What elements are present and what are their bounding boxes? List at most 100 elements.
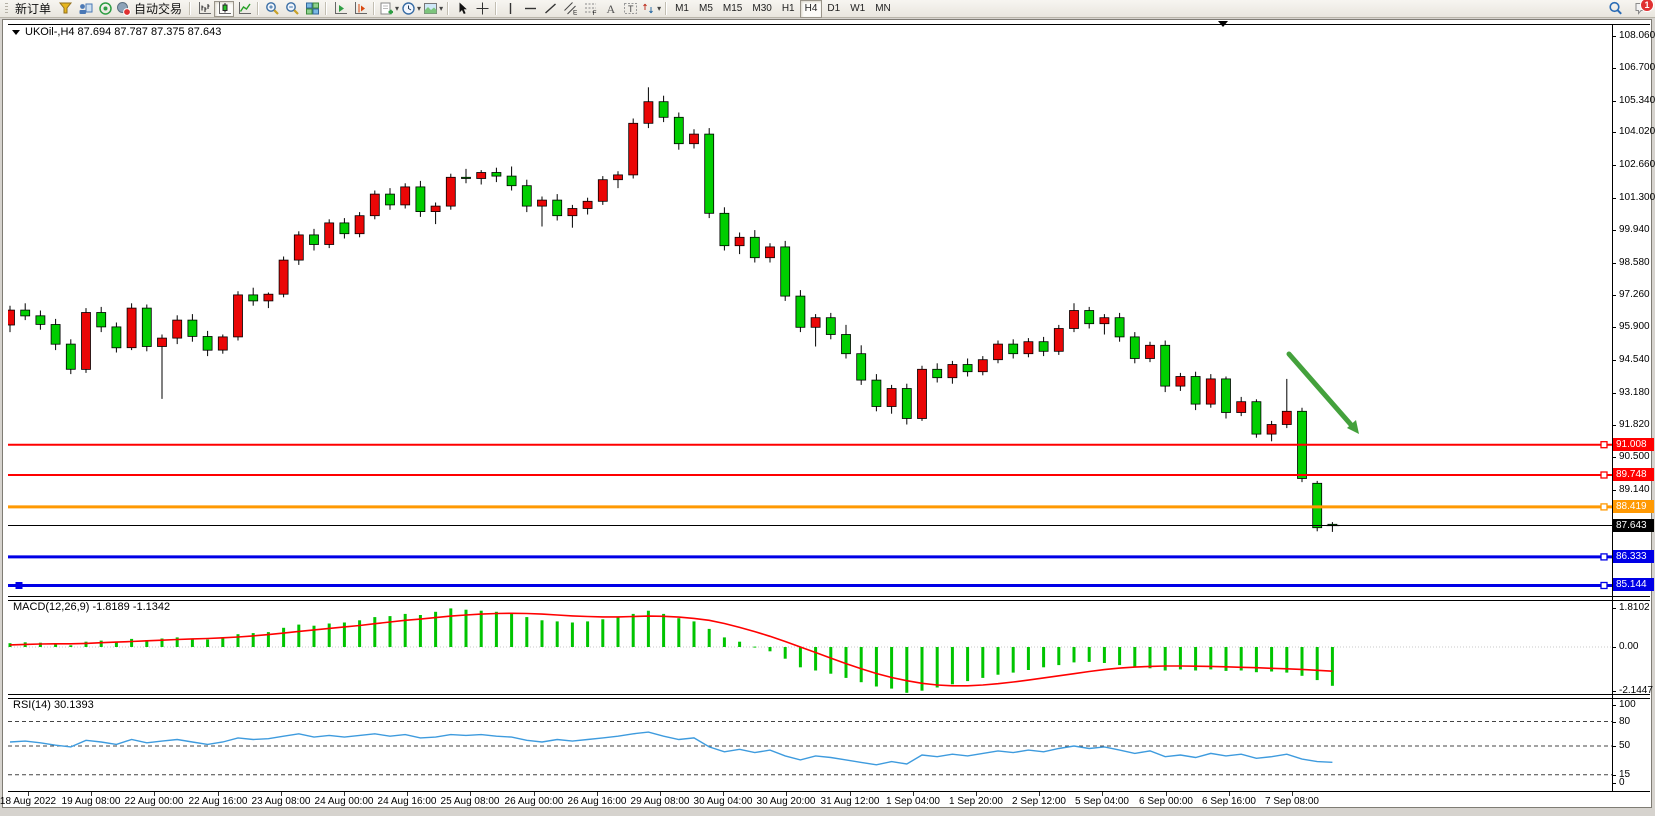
- date-label: 30 Aug 04:00: [693, 796, 753, 807]
- price-tick-label: 106.700: [1619, 62, 1655, 73]
- market-watch-icon-icon: [58, 1, 73, 16]
- toolbar-separator: [373, 2, 376, 15]
- price-tick-label: 104.020: [1619, 126, 1655, 137]
- cursor-button[interactable]: [452, 1, 472, 17]
- date-tick: [723, 792, 724, 796]
- date-label: 2 Sep 12:00: [1012, 796, 1066, 807]
- macd-panel[interactable]: [8, 599, 1612, 695]
- main-macd-separator2: [8, 600, 1650, 601]
- rsi-axis[interactable]: 100 80 50 15 0: [1612, 697, 1655, 791]
- price-axis-line[interactable]: [1612, 24, 1613, 792]
- text-button[interactable]: A: [600, 1, 620, 17]
- new-chart-icon: [379, 1, 394, 16]
- main-chart[interactable]: [8, 24, 1612, 597]
- equidistant-channel-button[interactable]: E: [560, 1, 580, 17]
- market-watch-icon[interactable]: [55, 1, 75, 17]
- candlestick-chart-button[interactable]: [214, 0, 235, 17]
- date-label: 6 Sep 16:00: [1202, 796, 1256, 807]
- macd-axis[interactable]: 1.8102 0.00 -2.1447: [1612, 599, 1655, 696]
- date-axis[interactable]: 18 Aug 2022 19 Aug 08:00 22 Aug 00:00 22 Au…: [0, 792, 1612, 808]
- date-label: 6 Sep 00:00: [1139, 796, 1193, 807]
- text-icon: A: [603, 1, 618, 16]
- toolbar-grip[interactable]: [5, 2, 8, 15]
- new-chart-button[interactable]: ▾: [378, 1, 400, 17]
- price-tick-label: 97.260: [1619, 289, 1650, 300]
- timeframe-m15-button[interactable]: M15: [722, 3, 743, 14]
- timeframe-m30-button[interactable]: M30: [752, 3, 772, 14]
- date-label: 26 Aug 16:00: [567, 796, 627, 807]
- zoom-in-button[interactable]: [262, 1, 282, 17]
- date-tick: [1229, 792, 1230, 796]
- periods-button[interactable]: ▾: [400, 1, 422, 17]
- chart-shift-button[interactable]: [350, 1, 370, 17]
- autotrading-button[interactable]: 自动交易: [115, 1, 186, 17]
- main-macd-separator[interactable]: [8, 596, 1650, 597]
- rsi-label: RSI(14) 30.1393: [13, 699, 94, 711]
- tile-windows-button[interactable]: [302, 1, 322, 17]
- date-tick: [154, 792, 155, 796]
- timeframe-w1-button[interactable]: W1: [850, 3, 866, 14]
- date-tick: [597, 792, 598, 796]
- price-line-badge: 88.419: [1613, 500, 1654, 513]
- date-tick: [1166, 792, 1167, 796]
- timeframe-h1-button[interactable]: H1: [781, 3, 795, 14]
- axis-tick: [1612, 132, 1616, 133]
- date-label: 29 Aug 08:00: [630, 796, 690, 807]
- arrows-icon: [641, 1, 656, 16]
- axis-tick: [1612, 393, 1616, 394]
- svg-text:A: A: [606, 2, 615, 16]
- date-label: 19 Aug 08:00: [61, 796, 121, 807]
- axis-tick: [1612, 705, 1616, 706]
- timeframe-m1-button[interactable]: M1: [675, 3, 689, 14]
- search-button[interactable]: [1605, 1, 1625, 17]
- timeframe-h4-button[interactable]: H4: [799, 0, 823, 18]
- axis-tick: [1612, 360, 1616, 361]
- chart-shift-marker[interactable]: [1218, 21, 1228, 27]
- rsi-panel[interactable]: [8, 697, 1612, 791]
- zoom-out-button[interactable]: [282, 1, 302, 17]
- trendline-icon: [543, 1, 558, 16]
- vertical-line-button[interactable]: [500, 1, 520, 17]
- dropdown-caret-icon[interactable]: ▾: [417, 4, 422, 13]
- timeframe-mn-button[interactable]: MN: [875, 3, 891, 14]
- dropdown-caret-icon[interactable]: ▾: [439, 4, 444, 13]
- fibonacci-button[interactable]: F: [580, 1, 600, 17]
- label-button[interactable]: T: [620, 1, 640, 17]
- trendline-button[interactable]: [540, 1, 560, 17]
- arrows-button[interactable]: ▾: [640, 1, 662, 17]
- chart-dropdown-icon[interactable]: [12, 29, 20, 35]
- axis-tick: [1612, 425, 1616, 426]
- timeframe-toolbar: M1 M5 M15 M30 H1 H4 D1 W1 MN: [670, 0, 896, 18]
- timeframe-d1-button[interactable]: D1: [827, 3, 841, 14]
- date-label: 31 Aug 12:00: [820, 796, 880, 807]
- terminal-icon[interactable]: [75, 1, 95, 17]
- crosshair-button[interactable]: [472, 1, 492, 17]
- date-label: 24 Aug 00:00: [314, 796, 374, 807]
- templates-button[interactable]: ▾: [422, 1, 444, 17]
- bar-chart-icon: [197, 1, 212, 16]
- auto-scroll-button[interactable]: [330, 1, 350, 17]
- price-axis[interactable]: 108.060 106.700 105.340 104.020 102.660 101.3…: [1612, 24, 1655, 597]
- chat-button[interactable]: 1: [1631, 0, 1654, 17]
- horizontal-line-button[interactable]: [520, 1, 540, 17]
- macd-rsi-separator[interactable]: [8, 694, 1650, 695]
- chart-window: [2, 19, 1652, 808]
- axis-tick: [1612, 490, 1616, 491]
- new-order-button[interactable]: 新订单: [11, 1, 55, 17]
- macd-label: MACD(12,26,9) -1.8189 -1.1342: [13, 601, 171, 613]
- date-tick: [470, 792, 471, 796]
- rsi-tick-label: 50: [1619, 740, 1631, 751]
- line-chart-button[interactable]: [234, 1, 254, 17]
- axis-tick: [1612, 457, 1616, 458]
- label-icon: T: [623, 1, 638, 16]
- bar-chart-button[interactable]: [194, 1, 214, 17]
- dropdown-caret-icon[interactable]: ▾: [657, 4, 662, 13]
- date-tick: [913, 792, 914, 796]
- timeframe-m5-button[interactable]: M5: [699, 3, 713, 14]
- strategy-tester-icon[interactable]: [95, 1, 115, 17]
- toolbar-right: 1: [1599, 0, 1654, 17]
- notification-badge[interactable]: 1: [1640, 0, 1654, 12]
- dropdown-caret-icon[interactable]: ▾: [395, 4, 400, 13]
- axis-tick: [1612, 721, 1616, 723]
- cursor-icon: [455, 1, 470, 16]
